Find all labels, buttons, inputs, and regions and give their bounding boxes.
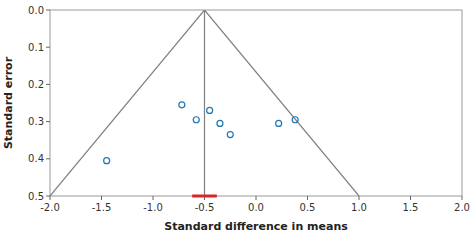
- x-tick: [410, 196, 411, 200]
- x-tick-label: -1.0: [143, 202, 163, 213]
- plot-area: [50, 10, 359, 196]
- x-tick: [50, 196, 51, 200]
- x-tick-label: -2.0: [40, 202, 60, 213]
- axes: -2.0 -1.5 -1.0 -0.5 0.0 0.5 1.0 1.5 2.0 0.0 0.1 0.2…: [28, 5, 470, 214]
- funnel-line-left: [50, 10, 205, 196]
- x-tick: [101, 196, 102, 200]
- study-point: [217, 120, 223, 126]
- x-tick-label: 0.5: [300, 202, 316, 213]
- x-tick: [462, 196, 463, 200]
- y-tick-label: 0.3: [28, 116, 44, 127]
- chart-container: -2.0 -1.5 -1.0 -0.5 0.0 0.5 1.0 1.5 2.0 0.0 0.1 0.2…: [0, 0, 474, 236]
- x-tick-label: 1.0: [351, 202, 367, 213]
- x-axis-label: Standard difference in means: [164, 220, 348, 233]
- x-tick-label: 2.0: [454, 202, 470, 213]
- x-tick: [307, 196, 308, 200]
- y-tick: [46, 47, 50, 48]
- mean-line: [192, 195, 217, 198]
- y-tick: [46, 121, 50, 122]
- study-point: [104, 158, 110, 164]
- study-point: [292, 117, 298, 123]
- chart: -2.0 -1.5 -1.0 -0.5 0.0 0.5 1.0 1.5 2.0 0.0 0.1 0.2…: [0, 0, 474, 236]
- study-point: [227, 132, 233, 138]
- y-tick-label: 0.2: [28, 79, 44, 90]
- y-tick-label: 0.5: [28, 191, 44, 202]
- y-tick-label: 0.4: [28, 153, 44, 164]
- x-tick: [359, 196, 360, 200]
- plot-frame: [50, 10, 462, 196]
- funnel-line-right: [205, 10, 360, 196]
- x-tick-label: 1.5: [403, 202, 419, 213]
- y-tick: [46, 158, 50, 159]
- study-point: [193, 117, 199, 123]
- x-tick-label: -0.5: [195, 202, 215, 213]
- y-axis-label: Standard error: [2, 56, 15, 149]
- x-tick: [256, 196, 257, 200]
- study-point: [276, 120, 282, 126]
- center-line: [204, 10, 205, 196]
- y-tick: [46, 10, 50, 11]
- y-tick-label: 0.1: [28, 42, 44, 53]
- y-tick: [46, 196, 50, 197]
- x-tick-label: 0.0: [248, 202, 264, 213]
- x-tick-label: -1.5: [92, 202, 112, 213]
- y-tick: [46, 84, 50, 85]
- x-tick: [153, 196, 154, 200]
- study-point: [179, 102, 185, 108]
- y-tick-label: 0.0: [28, 5, 44, 16]
- study-point: [207, 107, 213, 113]
